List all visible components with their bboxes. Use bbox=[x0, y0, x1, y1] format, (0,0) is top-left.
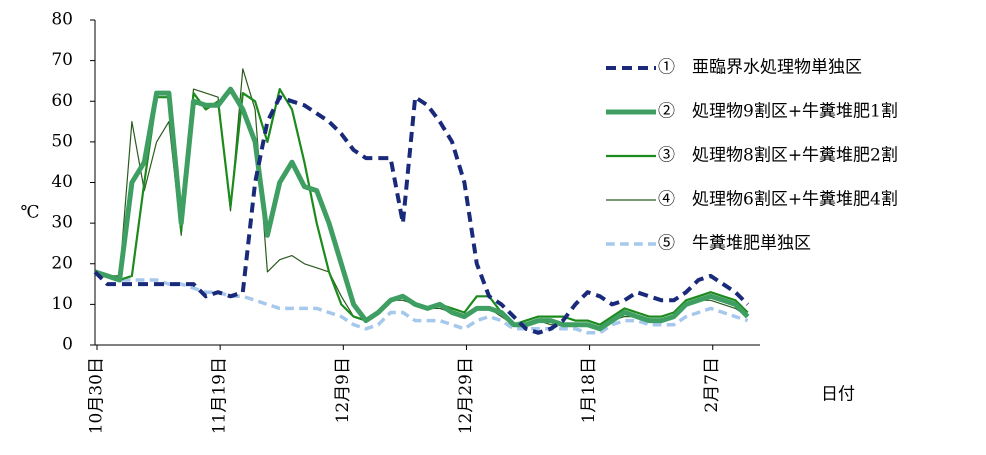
y-tick-label: 10 bbox=[51, 294, 73, 314]
legend-label: ④ 処理物6割区+牛糞堆肥4割 bbox=[658, 190, 898, 210]
y-tick-label: 50 bbox=[51, 131, 73, 151]
y-tick-label: 60 bbox=[51, 91, 73, 111]
legend-label: ③ 処理物8割区+牛糞堆肥2割 bbox=[658, 146, 898, 166]
x-tick-label: 12月9日 bbox=[333, 357, 353, 423]
x-tick-label: 10月30日 bbox=[87, 357, 107, 434]
y-axis-label: ℃ bbox=[20, 203, 39, 223]
y-tick-label: 70 bbox=[51, 50, 73, 70]
y-tick-label: 40 bbox=[51, 172, 73, 192]
x-axis-label: 日付 bbox=[821, 385, 855, 405]
series-line bbox=[94, 86, 750, 332]
series-line bbox=[94, 270, 749, 335]
x-tick-label: 11月19日 bbox=[210, 357, 230, 434]
y-tick-label: 20 bbox=[51, 253, 73, 273]
y-tick-label: 30 bbox=[51, 213, 73, 233]
x-tick-label: 12月29日 bbox=[456, 357, 476, 434]
y-tick-label: 80 bbox=[51, 10, 73, 30]
legend-label: ⑤ 牛糞堆肥単独区 bbox=[658, 234, 811, 254]
series-line bbox=[93, 95, 750, 335]
legend-label: ① 亜臨界水処理物単独区 bbox=[658, 58, 862, 78]
legend-label: ② 処理物9割区+牛糞堆肥1割 bbox=[658, 102, 898, 122]
x-tick-label: 2月7日 bbox=[702, 357, 722, 413]
x-tick-label: 1月18日 bbox=[579, 357, 599, 423]
y-tick-label: 0 bbox=[62, 335, 73, 355]
